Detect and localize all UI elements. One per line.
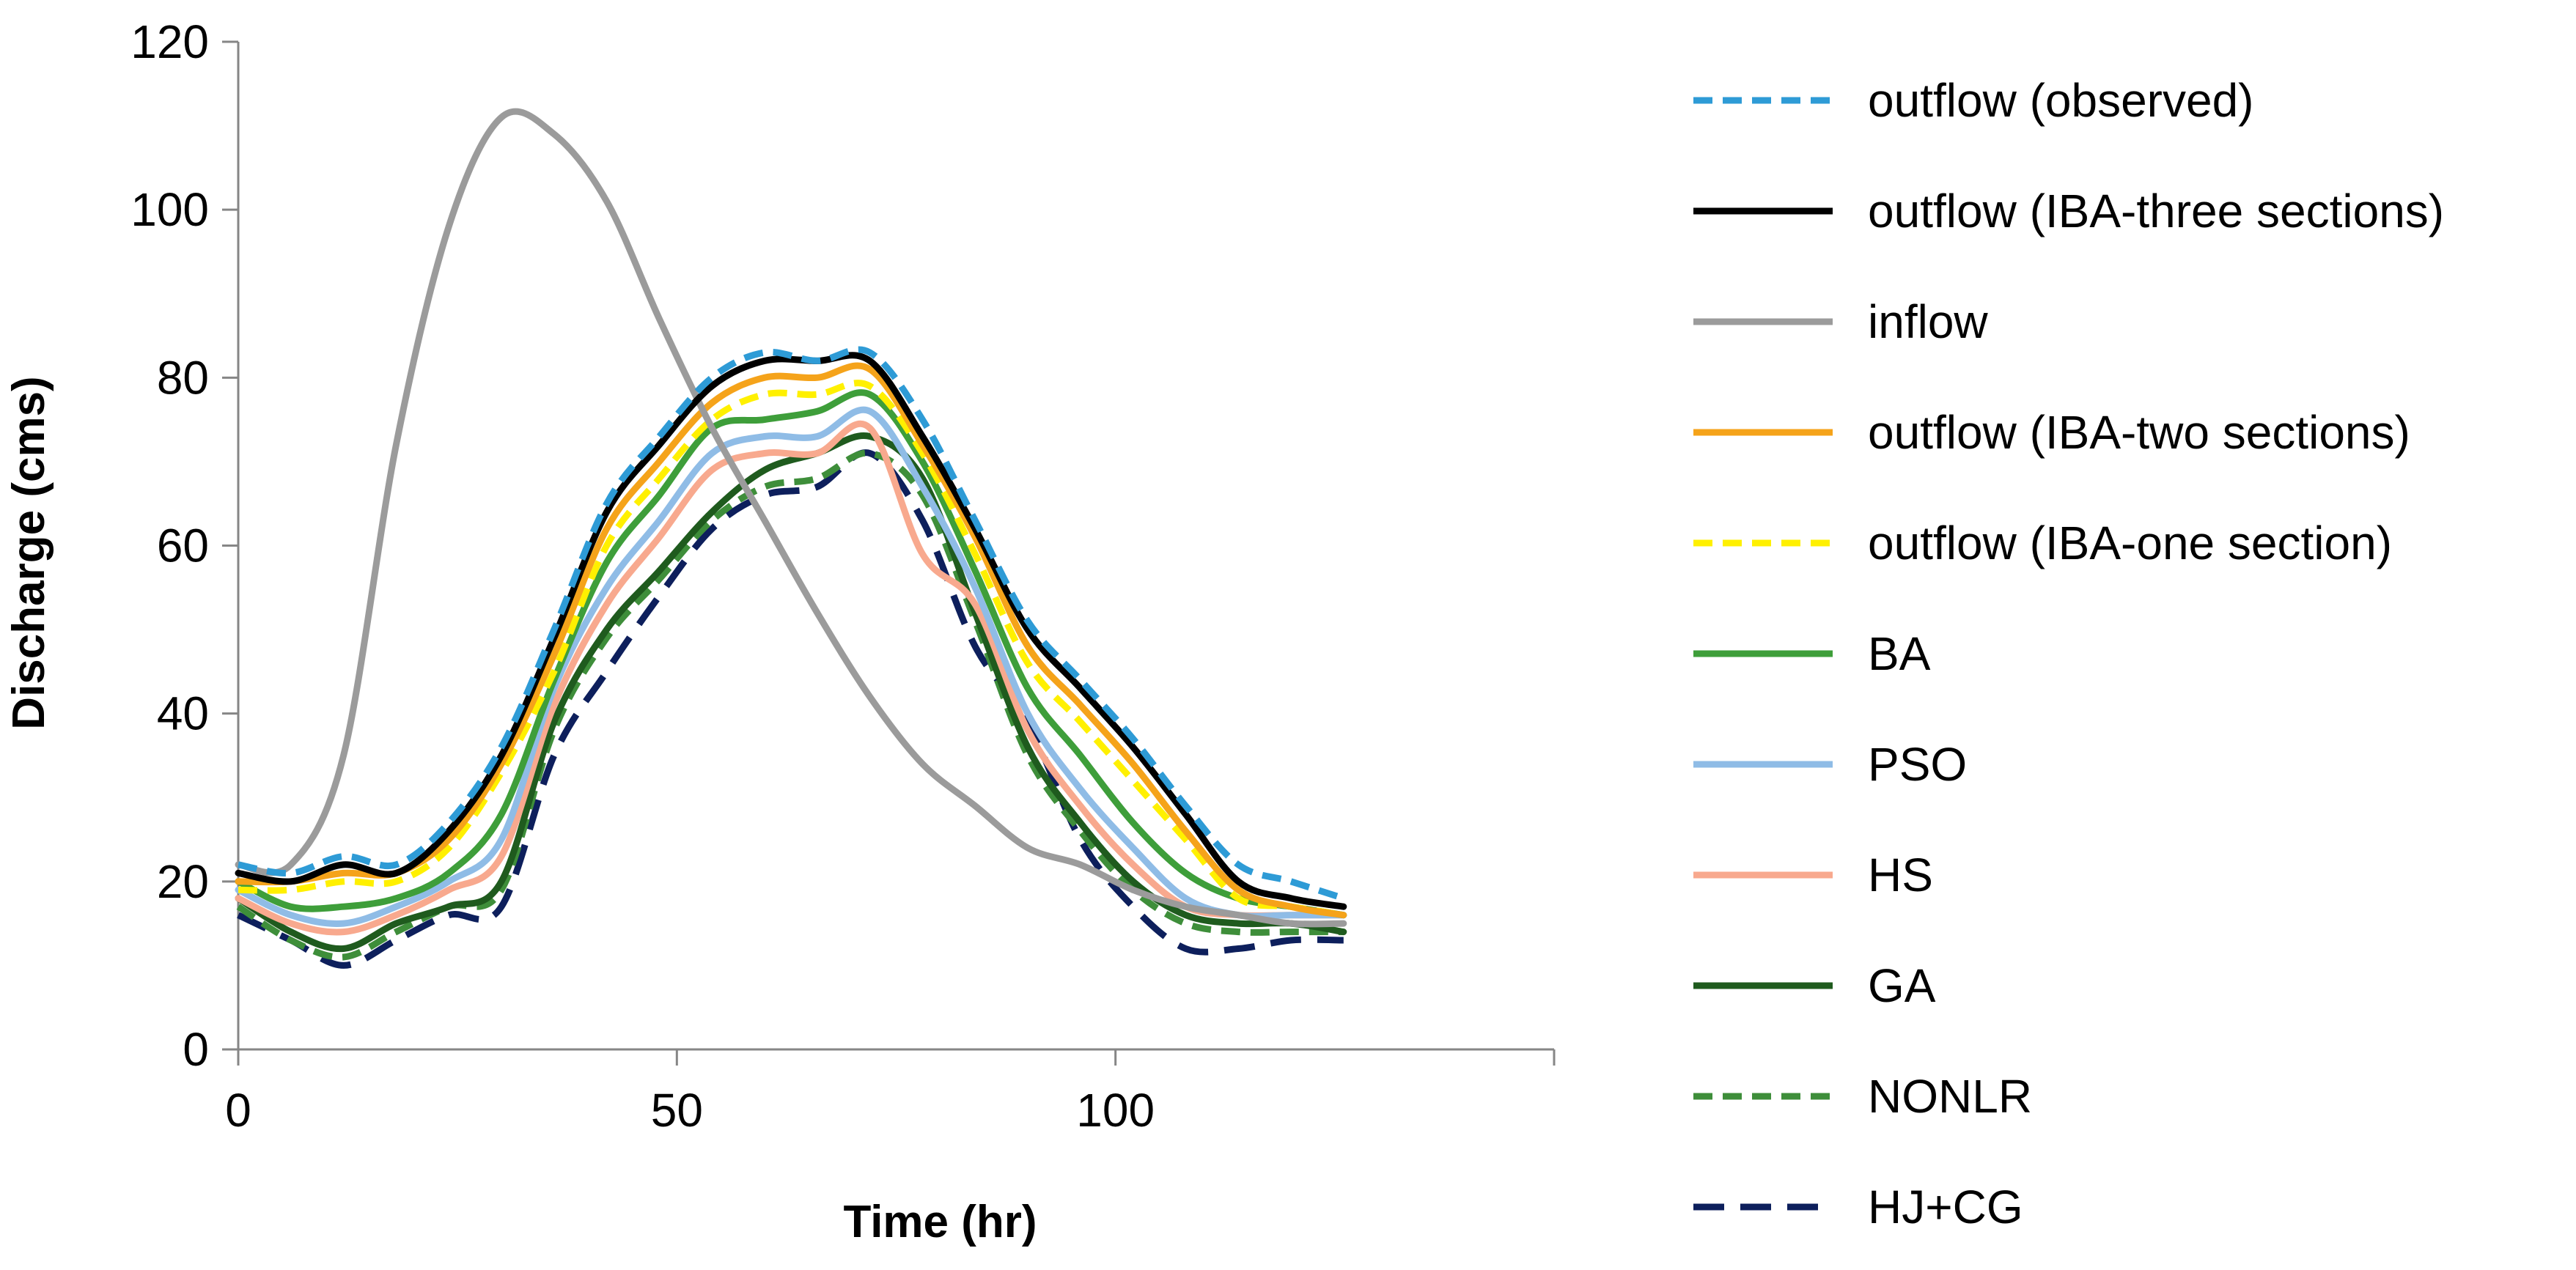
legend-item-pso: PSO	[1693, 738, 1967, 791]
legend-item-inflow: inflow	[1693, 295, 1988, 348]
legend-item-nonlr: NONLR	[1693, 1070, 2032, 1123]
legend-label: NONLR	[1868, 1070, 2032, 1123]
series-line-outflow-observed	[238, 346, 1345, 902]
series-line-outflow-iba-three-sections	[235, 352, 1347, 910]
y-tick-label: 0	[183, 1023, 209, 1076]
y-axis-title: Discharge (cms)	[4, 376, 54, 729]
legend-item-ba: BA	[1693, 627, 1931, 680]
series-line-hs	[235, 420, 1347, 936]
x-tick-label: 50	[651, 1084, 703, 1137]
series-line-pso	[235, 406, 1347, 927]
legend-item-outflow-iba-two-sections: outflow (IBA-two sections)	[1693, 406, 2410, 459]
series-lines	[235, 108, 1347, 969]
y-tick-label: 20	[157, 855, 209, 908]
legend-item-outflow-iba-three-sections: outflow (IBA-three sections)	[1693, 185, 2444, 237]
series-line-outflow-iba-one-section	[238, 380, 1344, 919]
legend-label: outflow (observed)	[1868, 74, 2253, 127]
legend-label: HS	[1868, 849, 1933, 901]
legend-label: outflow (IBA-three sections)	[1868, 185, 2444, 237]
y-tick-label: 100	[130, 183, 209, 236]
series-line-hj-cg	[237, 449, 1344, 969]
legend-item-ga: GA	[1693, 959, 1936, 1012]
legend: outflow (observed) outflow (IBA-three sec…	[1693, 74, 2444, 1233]
series-line-ga	[235, 432, 1347, 953]
legend-item-outflow-observed: outflow (observed)	[1693, 74, 2253, 127]
y-tick-label: 40	[157, 687, 209, 740]
legend-item-outflow-iba-one-section: outflow (IBA-one section)	[1693, 517, 2392, 569]
y-tick-label: 120	[130, 15, 209, 68]
legend-label: inflow	[1868, 295, 1988, 348]
legend-label: PSO	[1868, 738, 1967, 791]
series-line-ba	[235, 389, 1347, 919]
series-line-inflow	[235, 108, 1347, 928]
ticks: 0 20 40 60 80 100 120 0 50 100	[130, 15, 1556, 1137]
legend-item-hj-cg: HJ+CG	[1693, 1181, 2023, 1233]
y-tick-label: 60	[157, 520, 209, 572]
legend-item-hs: HS	[1693, 849, 1933, 901]
x-tick-label: 100	[1076, 1084, 1155, 1137]
legend-label: GA	[1868, 959, 1936, 1012]
legend-label: HJ+CG	[1868, 1181, 2023, 1233]
legend-label: outflow (IBA-one section)	[1868, 517, 2392, 569]
legend-label: outflow (IBA-two sections)	[1868, 406, 2410, 459]
series-line-outflow-iba-two-sections	[235, 362, 1347, 919]
x-axis-title: Time (hr)	[843, 1197, 1037, 1247]
legend-label: BA	[1868, 627, 1931, 680]
x-tick-label: 0	[225, 1084, 251, 1137]
y-tick-label: 80	[157, 351, 209, 404]
